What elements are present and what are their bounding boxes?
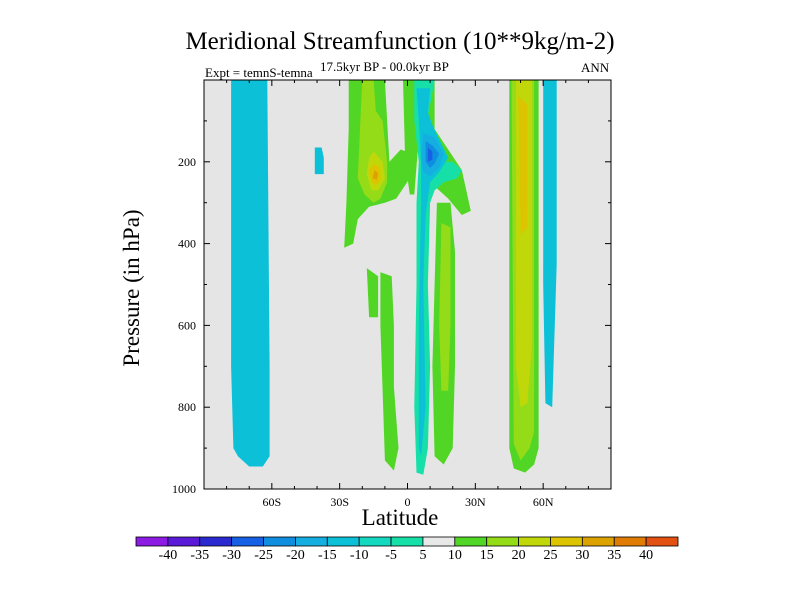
colorbar-label-10: 15 xyxy=(480,548,494,563)
colorbar-box-7 xyxy=(358,536,392,547)
colorbar-label-1: -35 xyxy=(190,548,209,563)
y-tick-label-400: 400 xyxy=(178,237,196,251)
colorbar-label-2: -30 xyxy=(222,548,241,563)
colorbar-box-13 xyxy=(550,536,583,547)
colorbar-label-4: -20 xyxy=(286,548,305,563)
y-tick-label-200: 200 xyxy=(178,155,196,169)
chart-subtitle: 17.5kyr BP - 00.0kyr BP xyxy=(320,59,449,74)
colorbar-box-11 xyxy=(486,536,519,547)
contour-region-9 xyxy=(372,170,379,180)
colorbar-label-15: 40 xyxy=(639,548,653,563)
colorbar-label-11: 20 xyxy=(512,548,526,563)
colorbar-box-2 xyxy=(199,536,233,547)
chart-title: Meridional Streamfunction (10**9kg/m-2) xyxy=(185,28,615,55)
contour-region-2 xyxy=(314,147,324,175)
colorbar-box-0 xyxy=(135,536,169,547)
colorbar-box-1 xyxy=(167,536,201,547)
colorbar-box-6 xyxy=(326,536,360,547)
experiment-label: Expt = temnS-temna xyxy=(205,65,313,80)
contour-region-12 xyxy=(418,80,471,215)
colorbar-label-14: 35 xyxy=(607,548,621,563)
colorbar-label-9: 10 xyxy=(448,548,462,563)
x-axis-title: Latitude xyxy=(361,505,439,530)
colorbar-label-12: 25 xyxy=(543,548,557,563)
x-tick-label-60N: 60N xyxy=(533,495,554,509)
contour-region-18 xyxy=(518,96,528,236)
season-label: ANN xyxy=(581,60,610,75)
colorbar-label-3: -25 xyxy=(254,548,273,563)
colorbar-label-13: 30 xyxy=(575,548,589,563)
colorbar-box-16 xyxy=(645,536,679,547)
colorbar-box-8 xyxy=(390,536,424,547)
contour-region-24 xyxy=(427,147,433,162)
contour-region-14 xyxy=(439,223,451,391)
colorbar-box-12 xyxy=(518,536,551,547)
colorbar-label-7: -5 xyxy=(385,548,397,563)
x-tick-label-60S: 60S xyxy=(262,495,281,509)
colorbar-box-5 xyxy=(295,536,328,547)
contour-region-10 xyxy=(380,272,399,471)
colorbar-box-15 xyxy=(613,536,647,547)
contour-region-3 xyxy=(543,80,557,408)
x-tick-label-30S: 30S xyxy=(330,495,349,509)
contour-region-1 xyxy=(231,80,270,467)
colorbar-box-10 xyxy=(454,536,488,547)
y-tick-label-800: 800 xyxy=(178,400,196,414)
y-tick-label-600: 600 xyxy=(178,318,196,332)
contour-region-11 xyxy=(366,268,379,318)
colorbar-label-0: -40 xyxy=(159,548,178,563)
colorbar-box-14 xyxy=(581,536,615,547)
y-tick-label-1000: 1000 xyxy=(172,482,196,496)
colorbar-label-6: -10 xyxy=(350,548,369,563)
colorbar: -40 -35 -30 -25 -20 -15 -10 -5 5 10 15 20 25 30 35 40 xyxy=(135,536,679,563)
colorbar-label-5: -15 xyxy=(318,548,337,563)
colorbar-box-9 xyxy=(422,536,456,547)
x-tick-label-30N: 30N xyxy=(465,495,486,509)
colorbar-box-4 xyxy=(263,536,296,547)
contour-region-21 xyxy=(416,88,449,457)
colorbar-box-3 xyxy=(231,536,264,547)
colorbar-label-8: 5 xyxy=(419,548,426,563)
x-tick-label-0: 0 xyxy=(405,495,411,509)
